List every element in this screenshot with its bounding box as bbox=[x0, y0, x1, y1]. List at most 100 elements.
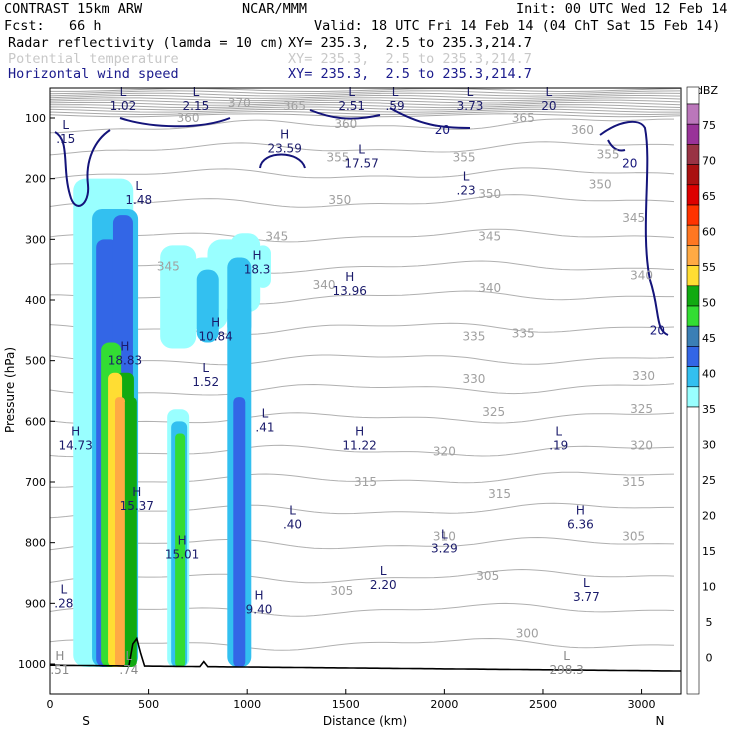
hl-mark: L bbox=[193, 85, 200, 99]
theta-label: 335 bbox=[512, 326, 535, 340]
theta-label: 350 bbox=[589, 178, 612, 192]
hl-value: 3.77 bbox=[573, 590, 600, 604]
field-xy-wind: XY= 235.3, 2.5 to 235.3,214.7 bbox=[288, 66, 532, 82]
colorbar-swatch bbox=[686, 184, 700, 206]
wind-label: 20 bbox=[650, 323, 665, 337]
theta-label: 345 bbox=[478, 229, 501, 243]
colorbar-level: 15 bbox=[702, 545, 716, 558]
hl-mark: L bbox=[202, 361, 209, 375]
x-axis: 0 500 1000 1500 2000 2500 3000 bbox=[47, 689, 656, 711]
colorbar-swatch bbox=[686, 305, 700, 327]
theta-line bbox=[50, 471, 675, 488]
colorbar-level: 45 bbox=[702, 332, 716, 345]
hl-mark: H bbox=[71, 425, 80, 439]
hl-mark: H bbox=[255, 588, 264, 602]
theta-label: 300 bbox=[516, 627, 539, 641]
field-label-wind: Horizontal wind speed bbox=[8, 66, 179, 82]
colorbar-level: 55 bbox=[702, 261, 716, 274]
colorbar-swatch bbox=[686, 346, 700, 367]
theta-line bbox=[50, 194, 675, 208]
colorbar-swatch bbox=[686, 204, 700, 226]
hl-mark: H bbox=[211, 315, 220, 329]
hl-mark: L bbox=[60, 582, 67, 596]
wind-contour bbox=[259, 153, 306, 169]
x-tick-label: 500 bbox=[138, 698, 159, 711]
hl-value: 18.83 bbox=[108, 354, 142, 368]
colorbar-swatch bbox=[686, 164, 700, 186]
hl-mark: L bbox=[262, 406, 269, 420]
hl-mark: L bbox=[392, 85, 399, 99]
theta-label: 345 bbox=[622, 211, 645, 225]
theta-line bbox=[50, 228, 675, 243]
theta-line bbox=[50, 502, 674, 519]
reflectivity-cell bbox=[196, 269, 219, 343]
theta-line bbox=[50, 106, 681, 111]
hl-value: 298.3 bbox=[549, 663, 583, 677]
theta-line bbox=[50, 92, 681, 97]
y-tick-label: 300 bbox=[25, 233, 46, 246]
theta-line bbox=[50, 111, 681, 115]
theta-label: 340 bbox=[630, 269, 653, 283]
wind-contour bbox=[309, 109, 381, 120]
theta-line bbox=[50, 94, 681, 99]
wind-label: 20 bbox=[622, 157, 637, 171]
colorbar-level: 10 bbox=[702, 581, 716, 594]
theta-label: 345 bbox=[265, 229, 288, 243]
y-tick-label: 500 bbox=[25, 355, 46, 368]
hl-value: 11.22 bbox=[342, 439, 376, 453]
wind-contour bbox=[599, 120, 669, 336]
wind-contour bbox=[119, 117, 231, 128]
colorbar-level: 60 bbox=[702, 226, 716, 239]
theta-label: 360 bbox=[571, 123, 594, 137]
reflectivity-cell bbox=[254, 245, 271, 288]
colorbar-swatch bbox=[686, 285, 700, 307]
theta-label: 305 bbox=[476, 569, 499, 583]
wind-speed-contours bbox=[54, 107, 669, 336]
colorbar-swatch bbox=[686, 86, 700, 105]
hl-mark: L bbox=[583, 576, 590, 590]
theta-line bbox=[50, 104, 681, 109]
hl-mark: L bbox=[120, 85, 127, 99]
colorbar-level: 40 bbox=[702, 368, 716, 381]
colorbar: dBZ 0 5 10 15 20 25 30 35 40 45 50 55 60 65 70 75 bbox=[686, 84, 719, 695]
hl-mark: H bbox=[576, 503, 585, 517]
x-tick-label: 2500 bbox=[529, 698, 557, 711]
x-tick-label: 3000 bbox=[628, 698, 656, 711]
y-tick-label: 700 bbox=[25, 476, 46, 489]
colorbar-level: 0 bbox=[706, 652, 713, 665]
theta-label: 360 bbox=[334, 117, 357, 131]
reflectivity-cell bbox=[115, 397, 126, 668]
hl-mark: L bbox=[358, 142, 365, 156]
hl-mark: H bbox=[55, 649, 64, 663]
reflectivity-fill bbox=[73, 178, 271, 668]
colorbar-level: 25 bbox=[702, 474, 716, 487]
hl-value: 17.57 bbox=[344, 156, 378, 170]
hl-value: .41 bbox=[255, 420, 274, 434]
theta-line bbox=[50, 108, 681, 113]
hl-value: .59 bbox=[386, 99, 405, 113]
hl-value: 1.02 bbox=[110, 99, 137, 113]
theta-line bbox=[50, 118, 674, 134]
hl-value: .40 bbox=[283, 517, 302, 531]
theta-line bbox=[50, 260, 675, 274]
theta-label: 360 bbox=[177, 111, 200, 125]
hl-value: 18.3 bbox=[244, 263, 271, 277]
hl-mark: L bbox=[463, 170, 470, 184]
hl-mark: H bbox=[120, 340, 129, 354]
theta-label: 365 bbox=[512, 111, 535, 125]
theta-line bbox=[50, 113, 681, 118]
colorbar-level: 35 bbox=[702, 403, 716, 416]
hl-value: 20 bbox=[541, 99, 556, 113]
theta-label: 340 bbox=[313, 278, 336, 292]
theta-line bbox=[50, 354, 675, 366]
colorbar-swatch bbox=[686, 265, 700, 287]
hl-value: 15.37 bbox=[120, 499, 154, 513]
hl-value: 2.51 bbox=[338, 99, 365, 113]
field-xy-theta: XY= 235.3, 2.5 to 235.3,214.7 bbox=[288, 51, 532, 67]
field-label-reflectivity: Radar reflectivity (lamda = 10 cm) bbox=[8, 35, 285, 51]
colorbar-swatch bbox=[686, 144, 700, 165]
theta-label: 325 bbox=[482, 405, 505, 419]
colorbar-unit: dBZ bbox=[696, 84, 719, 97]
